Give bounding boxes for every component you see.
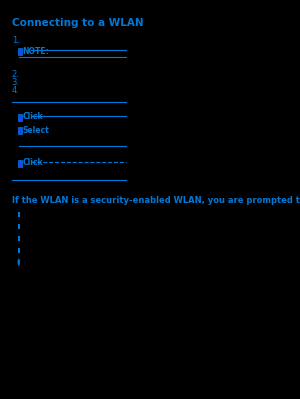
Text: Click: Click	[22, 158, 43, 167]
FancyBboxPatch shape	[18, 114, 22, 121]
Text: 2.: 2.	[12, 70, 20, 79]
Text: 4.: 4.	[12, 86, 20, 95]
FancyBboxPatch shape	[18, 160, 22, 167]
Text: If the WLAN is a security-enabled WLAN, you are prompted to enter a security...: If the WLAN is a security-enabled WLAN, …	[12, 196, 300, 205]
FancyBboxPatch shape	[18, 127, 22, 134]
FancyBboxPatch shape	[18, 212, 20, 217]
FancyBboxPatch shape	[18, 248, 20, 253]
FancyBboxPatch shape	[18, 224, 20, 229]
Text: Connecting to a WLAN: Connecting to a WLAN	[12, 18, 143, 28]
FancyBboxPatch shape	[18, 236, 20, 241]
Text: Click: Click	[22, 113, 43, 121]
Text: Select: Select	[22, 126, 49, 134]
Text: 3.: 3.	[12, 78, 20, 87]
FancyBboxPatch shape	[18, 48, 22, 55]
Circle shape	[18, 259, 20, 266]
Text: 1.: 1.	[12, 36, 20, 45]
Text: NOTE:: NOTE:	[22, 47, 49, 55]
